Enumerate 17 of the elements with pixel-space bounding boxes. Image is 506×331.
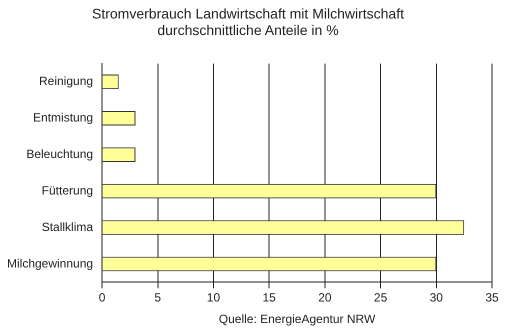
x-tick-label: 10 [206,290,220,305]
chart-subtitle: durchschnittliche Anteile in % [157,22,339,38]
x-tick-label: 0 [98,290,106,305]
y-tick-label: Milchgewinnung [6,256,94,270]
y-tick-label: Fütterung [42,183,94,198]
x-tick-label: 5 [154,290,162,305]
x-tick-label: 35 [485,290,499,305]
x-tick-label: 30 [430,290,444,305]
y-tick-label: Entmistung [33,110,94,125]
x-tick-label: 25 [374,290,388,305]
x-tick-label: 15 [262,290,276,305]
y-tick-label: Reinigung [39,74,94,88]
y-tick-label: Stallklima [42,220,94,234]
x-tick-label: 20 [318,290,332,305]
source-note: Quelle: EnergieAgentur NRW [218,312,376,326]
y-tick-label: Beleuchtung [26,146,94,161]
chart-title: Stromverbrauch Landwirtschaft mit Milchwirtschaft [92,5,404,22]
